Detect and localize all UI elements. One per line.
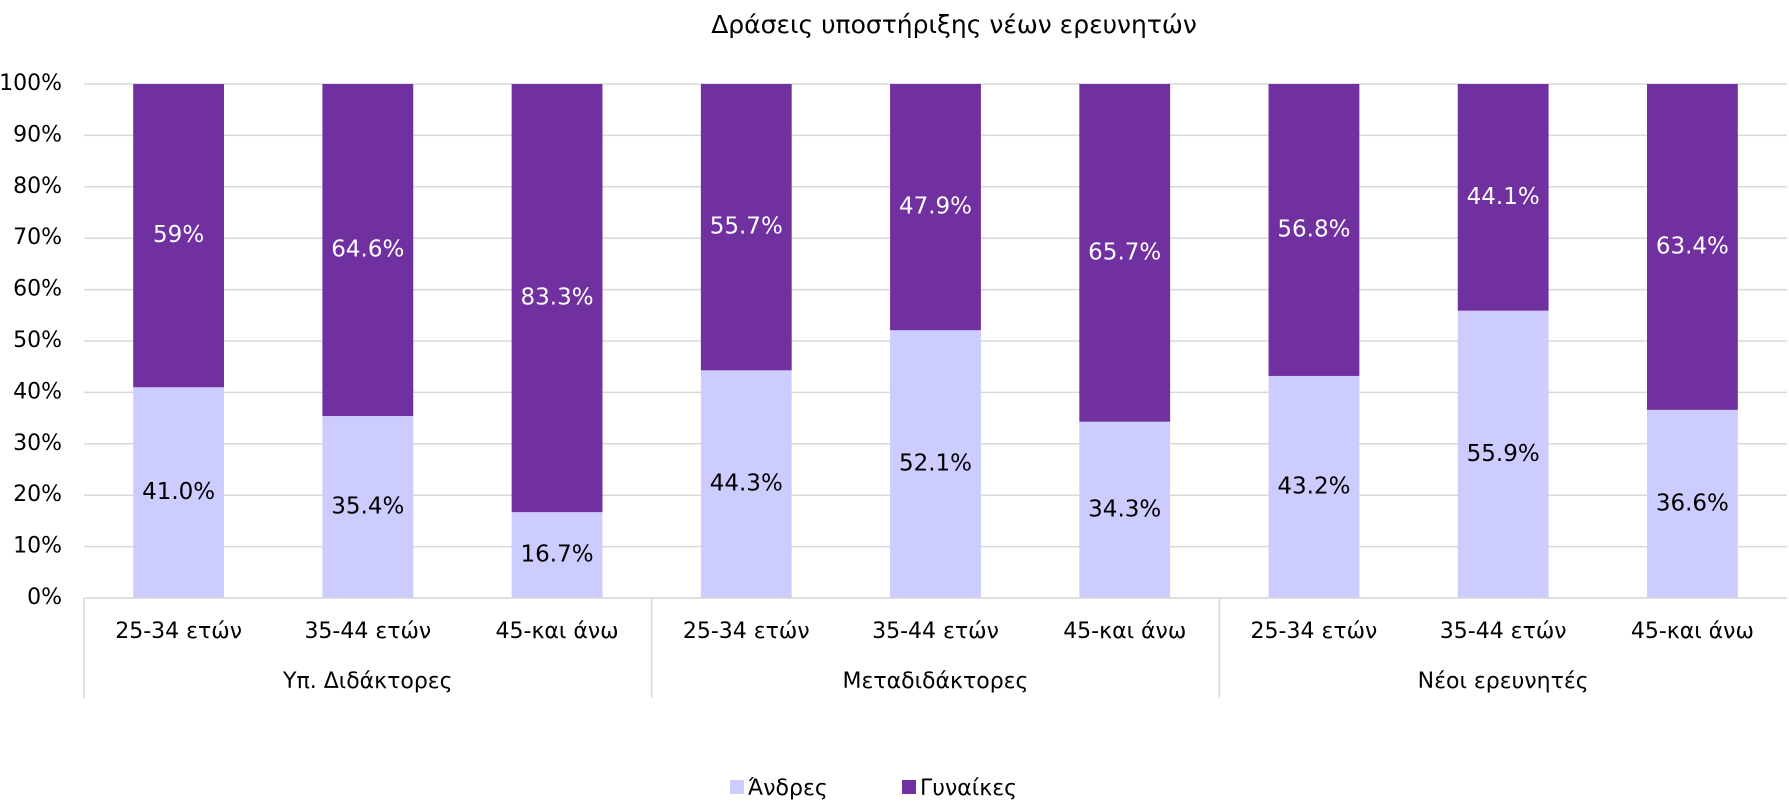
x-tick-label: 25-34 ετών xyxy=(115,619,242,644)
data-label: 59% xyxy=(153,222,204,248)
group-label: Υπ. Διδάκτορες xyxy=(282,669,453,694)
bar-segment xyxy=(1268,375,1360,598)
y-tick-label: 0% xyxy=(27,585,62,610)
y-tick-label: 20% xyxy=(13,482,62,507)
x-tick-label: 35-44 ετών xyxy=(1440,619,1567,644)
x-tick-label: 35-44 ετών xyxy=(872,619,999,644)
group-label: Μεταδιδάκτορες xyxy=(843,669,1029,694)
y-tick-label: 30% xyxy=(13,431,62,456)
bar-segment xyxy=(700,84,792,371)
data-label: 55.9% xyxy=(1467,441,1540,467)
bar-segment xyxy=(322,84,414,417)
data-label: 44.3% xyxy=(710,471,783,497)
y-tick-label: 50% xyxy=(13,328,62,353)
bar-segment xyxy=(890,330,981,598)
data-label: 34.3% xyxy=(1088,496,1161,522)
chart-title: Δράσεις υποστήριξης νέων ερευνητών xyxy=(711,10,1197,39)
y-tick-label: 40% xyxy=(13,379,62,404)
bar-segment xyxy=(1457,310,1549,598)
x-tick-label: 45-και άνω xyxy=(1631,619,1754,644)
legend-swatch xyxy=(902,780,916,794)
bar-segment xyxy=(1079,421,1171,598)
data-label: 52.1% xyxy=(899,451,972,477)
legend-label: Γυναίκες xyxy=(920,776,1017,801)
y-tick-label: 10% xyxy=(13,534,62,559)
bar-segment xyxy=(133,387,225,598)
data-label: 47.9% xyxy=(899,194,972,220)
x-tick-label: 25-34 ετών xyxy=(1251,619,1378,644)
y-tick-label: 70% xyxy=(13,225,62,250)
x-tick-label: 45-και άνω xyxy=(496,619,619,644)
data-label: 43.2% xyxy=(1277,473,1350,499)
bar-segment xyxy=(890,84,981,331)
y-tick-label: 100% xyxy=(0,71,62,96)
x-tick-label: 25-34 ετών xyxy=(683,619,810,644)
data-label: 35.4% xyxy=(331,494,404,520)
data-label: 55.7% xyxy=(710,214,783,240)
bar-segment xyxy=(1646,84,1738,410)
x-tick-label: 35-44 ετών xyxy=(304,619,431,644)
bar-segment xyxy=(1268,84,1360,376)
legend-label: Άνδρες xyxy=(748,776,828,801)
y-tick-label: 60% xyxy=(13,277,62,302)
y-tick-label: 80% xyxy=(13,174,62,199)
data-label: 44.1% xyxy=(1467,184,1540,210)
data-label: 16.7% xyxy=(521,542,594,568)
bar-segment xyxy=(700,370,792,598)
bar-segment xyxy=(1646,409,1738,598)
data-label: 83.3% xyxy=(521,285,594,311)
bar-segment xyxy=(322,416,414,598)
data-label: 41.0% xyxy=(142,479,215,505)
bar-segment xyxy=(133,84,225,388)
data-label: 36.6% xyxy=(1656,490,1729,516)
data-label: 63.4% xyxy=(1656,233,1729,259)
bar-segment xyxy=(511,84,603,513)
legend-swatch xyxy=(730,780,744,794)
data-label: 64.6% xyxy=(331,237,404,263)
data-label: 65.7% xyxy=(1088,239,1161,265)
x-tick-label: 45-και άνω xyxy=(1063,619,1186,644)
bar-segment xyxy=(1079,84,1171,422)
group-label: Νέοι ερευνητές xyxy=(1418,669,1589,694)
y-tick-label: 90% xyxy=(13,122,62,147)
bar-segment xyxy=(511,512,603,598)
bar-segment xyxy=(1457,84,1549,311)
data-label: 56.8% xyxy=(1277,216,1350,242)
